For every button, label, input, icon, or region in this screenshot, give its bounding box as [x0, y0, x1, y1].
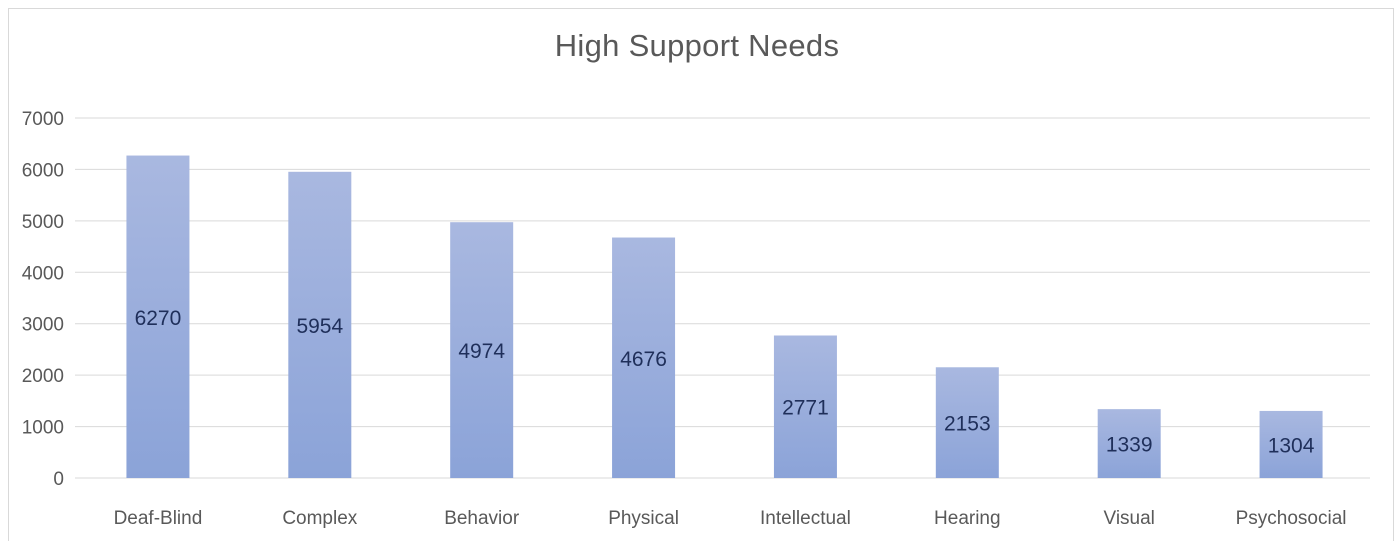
- y-tick-label: 5000: [22, 212, 64, 233]
- bar: [1259, 410, 1323, 478]
- x-tick-label: Physical: [608, 508, 679, 529]
- x-tick-label: Deaf-Blind: [114, 508, 203, 529]
- y-tick-label: 2000: [22, 366, 64, 387]
- y-axis-tick-labels: 0 1000 2000 3000 4000 5000 6000 7000: [22, 109, 64, 490]
- data-label: 1339: [1106, 434, 1153, 457]
- data-label: 2771: [782, 397, 829, 420]
- y-tick-label: 3000: [22, 315, 64, 336]
- bar: [126, 155, 190, 479]
- y-tick-label: 7000: [22, 109, 64, 130]
- x-tick-label: Behavior: [444, 508, 520, 529]
- data-label: 2153: [944, 413, 991, 436]
- y-tick-label: 1000: [22, 418, 64, 439]
- x-tick-label: Complex: [282, 508, 357, 529]
- chart-frame: [8, 8, 1394, 541]
- bar: [935, 367, 999, 478]
- bar: [773, 335, 837, 478]
- bars: [126, 155, 1323, 479]
- data-label: 1304: [1268, 434, 1315, 457]
- y-tick-label: 0: [53, 469, 64, 490]
- chart-title: High Support Needs: [554, 28, 840, 63]
- bar: [612, 237, 676, 478]
- data-label: 4676: [620, 348, 667, 371]
- y-tick-label: 4000: [22, 263, 64, 284]
- data-label: 6270: [135, 307, 182, 330]
- bar: [450, 222, 514, 478]
- data-label: 4974: [458, 340, 505, 363]
- y-tick-label: 6000: [22, 160, 64, 181]
- x-tick-label: Visual: [1103, 508, 1154, 529]
- data-label: 5954: [296, 315, 343, 338]
- bar: [288, 171, 352, 478]
- x-tick-label: Hearing: [934, 508, 1001, 529]
- bar: [1097, 409, 1161, 478]
- data-labels: 6270 5954 4974 4676 2771 2153 1339 1304: [135, 307, 1315, 458]
- x-axis-tick-labels: Deaf-Blind Complex Behavior Physical Intelle…: [114, 508, 1347, 529]
- x-tick-label: Psychosocial: [1236, 508, 1347, 529]
- x-tick-label: Intellectual: [760, 508, 851, 529]
- gridlines: [75, 117, 1370, 479]
